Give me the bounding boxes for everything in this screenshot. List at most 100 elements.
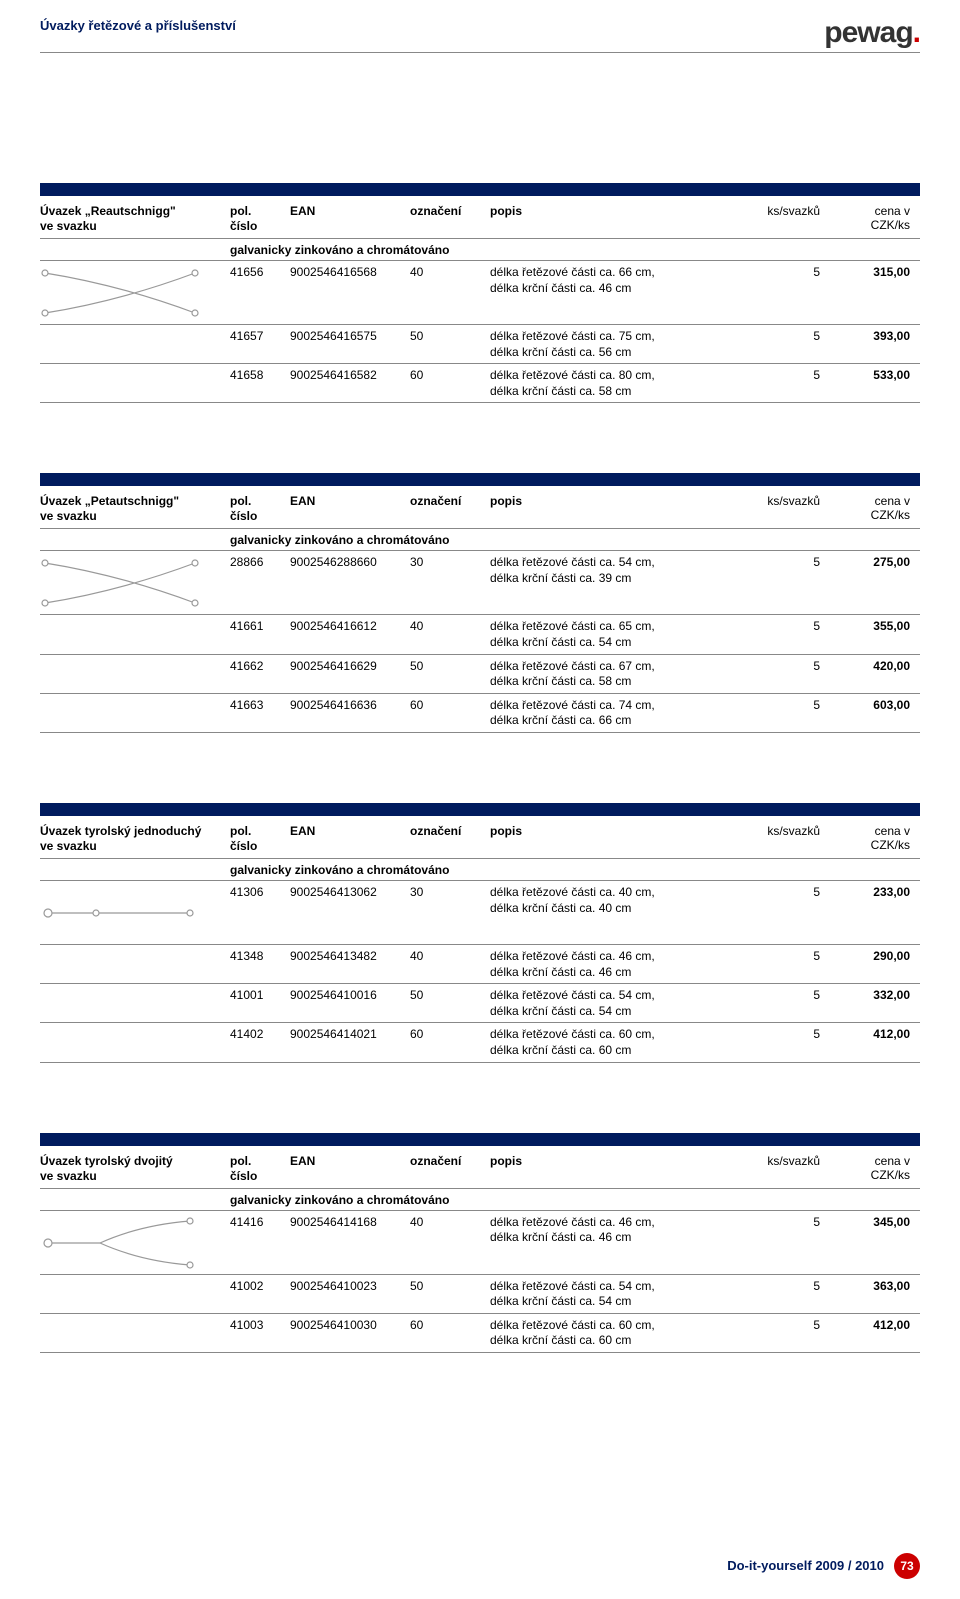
cell-ozn: 50 <box>410 659 490 673</box>
popis-line1: délka řetězové části ca. 40 cm, <box>490 885 730 901</box>
header-rule <box>40 52 920 53</box>
col-header-ozn: označení <box>410 1154 490 1184</box>
cell-pol: 41003 <box>230 1318 290 1332</box>
col-header-cena: cena vCZK/ks <box>820 1154 910 1184</box>
cell-ozn: 40 <box>410 949 490 963</box>
popis-line1: délka řetězové části ca. 74 cm, <box>490 698 730 714</box>
popis-line1: délka řetězové části ca. 60 cm, <box>490 1027 730 1043</box>
popis-line1: délka řetězové části ca. 46 cm, <box>490 1215 730 1231</box>
popis-line2: délka krční části ca. 40 cm <box>490 901 730 917</box>
empty-cell <box>40 368 230 396</box>
section-subhead-row: galvanicky zinkováno a chromátováno <box>40 1189 920 1211</box>
section-title-line2: ve svazku <box>40 219 222 234</box>
popis-line1: délka řetězové části ca. 67 cm, <box>490 659 730 675</box>
page-footer: Do-it-yourself 2009 / 2010 73 <box>0 1553 960 1599</box>
cell-ean: 9002546410030 <box>290 1318 410 1332</box>
table-row: 41656 9002546416568 40 délka řetězové čá… <box>40 261 920 325</box>
section-title: Úvazek „Petautschnigg" ve svazku <box>40 494 230 524</box>
cell-ean: 9002546414021 <box>290 1027 410 1041</box>
cell-popis: délka řetězové části ca. 54 cm, délka kr… <box>490 1279 730 1310</box>
col-header-ks: ks/svazků <box>730 204 820 234</box>
popis-line2: délka krční části ca. 54 cm <box>490 1294 730 1310</box>
table-header-row: Úvazek „Reautschnigg" ve svazku pol.čísl… <box>40 198 920 239</box>
cell-cena: 363,00 <box>820 1279 910 1293</box>
table-row: 41658 9002546416582 60 délka řetězové čá… <box>40 364 920 403</box>
cell-ean: 9002546413062 <box>290 885 410 899</box>
brand-logo: pewag. <box>824 18 920 48</box>
popis-line2: délka krční části ca. 66 cm <box>490 713 730 729</box>
page-category-title: Úvazky řetězové a příslušenství <box>40 18 236 33</box>
cell-ks: 5 <box>730 265 820 279</box>
cell-popis: délka řetězové části ca. 40 cm, délka kr… <box>490 885 730 916</box>
cell-ozn: 40 <box>410 619 490 633</box>
table-header-row: Úvazek tyrolský jednoduchý ve svazku pol… <box>40 818 920 859</box>
col-header-ozn: označení <box>410 494 490 524</box>
section-subhead: galvanicky zinkováno a chromátováno <box>230 243 449 257</box>
popis-line2: délka krční části ca. 60 cm <box>490 1043 730 1059</box>
empty-cell <box>40 659 230 687</box>
cell-popis: délka řetězové části ca. 66 cm, délka kr… <box>490 265 730 296</box>
cell-pol: 41661 <box>230 619 290 633</box>
cell-ozn: 60 <box>410 1027 490 1041</box>
col-header-ks: ks/svazků <box>730 494 820 524</box>
page: Úvazky řetězové a příslušenství pewag. Ú… <box>0 0 960 1353</box>
col-header-cena: cena vCZK/ks <box>820 494 910 524</box>
cell-ks: 5 <box>730 555 820 569</box>
col-header-cena: cena vCZK/ks <box>820 824 910 854</box>
cell-ks: 5 <box>730 1279 820 1293</box>
cell-pol: 41657 <box>230 329 290 343</box>
cell-pol: 41656 <box>230 265 290 279</box>
table-header-row: Úvazek „Petautschnigg" ve svazku pol.čís… <box>40 488 920 529</box>
section-bar <box>40 183 920 196</box>
cell-pol: 28866 <box>230 555 290 569</box>
section-title: Úvazek „Reautschnigg" ve svazku <box>40 204 230 234</box>
section-title: Úvazek tyrolský jednoduchý ve svazku <box>40 824 230 854</box>
popis-line2: délka krční části ca. 46 cm <box>490 281 730 297</box>
section-title-line1: Úvazek tyrolský dvojitý <box>40 1154 222 1169</box>
popis-line2: délka krční části ca. 58 cm <box>490 674 730 690</box>
cell-ean: 9002546410023 <box>290 1279 410 1293</box>
empty-cell <box>40 698 230 726</box>
section-title: Úvazek tyrolský dvojitý ve svazku <box>40 1154 230 1184</box>
col-header-pol: pol.číslo <box>230 1154 290 1184</box>
cell-popis: délka řetězové části ca. 54 cm, délka kr… <box>490 988 730 1019</box>
cell-ozn: 50 <box>410 988 490 1002</box>
cell-cena: 533,00 <box>820 368 910 382</box>
popis-line1: délka řetězové části ca. 54 cm, <box>490 1279 730 1295</box>
table-row: 41663 9002546416636 60 délka řetězové čá… <box>40 694 920 733</box>
cell-cena: 603,00 <box>820 698 910 712</box>
cell-ozn: 60 <box>410 1318 490 1332</box>
cell-ozn: 30 <box>410 555 490 569</box>
popis-line1: délka řetězové části ca. 46 cm, <box>490 949 730 965</box>
table-row: 41662 9002546416629 50 délka řetězové čá… <box>40 655 920 694</box>
cell-popis: délka řetězové části ca. 74 cm, délka kr… <box>490 698 730 729</box>
product-section: Úvazek tyrolský jednoduchý ve svazku pol… <box>40 803 920 1063</box>
col-header-ean: EAN <box>290 1154 410 1184</box>
product-image-cell <box>40 1215 230 1271</box>
col-header-popis: popis <box>490 204 730 234</box>
cell-ks: 5 <box>730 988 820 1002</box>
popis-line1: délka řetězové části ca. 65 cm, <box>490 619 730 635</box>
section-bar <box>40 1133 920 1146</box>
table-row: 41306 9002546413062 30 délka řetězové čá… <box>40 881 920 945</box>
cell-ks: 5 <box>730 659 820 673</box>
section-title-line1: Úvazek „Reautschnigg" <box>40 204 222 219</box>
cell-cena: 355,00 <box>820 619 910 633</box>
cell-cena: 290,00 <box>820 949 910 963</box>
col-header-ks: ks/svazků <box>730 1154 820 1184</box>
popis-line2: délka krční části ca. 54 cm <box>490 1004 730 1020</box>
logo-dot-icon: . <box>913 16 920 49</box>
cell-pol: 41402 <box>230 1027 290 1041</box>
product-section: Úvazek „Petautschnigg" ve svazku pol.čís… <box>40 473 920 733</box>
cell-ean: 9002546416636 <box>290 698 410 712</box>
cell-ozn: 40 <box>410 265 490 279</box>
cell-ks: 5 <box>730 619 820 633</box>
empty-cell <box>40 1027 230 1055</box>
empty-cell <box>40 1318 230 1346</box>
empty-cell <box>40 949 230 977</box>
cell-popis: délka řetězové části ca. 75 cm, délka kr… <box>490 329 730 360</box>
table-row: 41402 9002546414021 60 délka řetězové čá… <box>40 1023 920 1062</box>
section-bar <box>40 473 920 486</box>
col-header-popis: popis <box>490 824 730 854</box>
cell-ozn: 60 <box>410 698 490 712</box>
